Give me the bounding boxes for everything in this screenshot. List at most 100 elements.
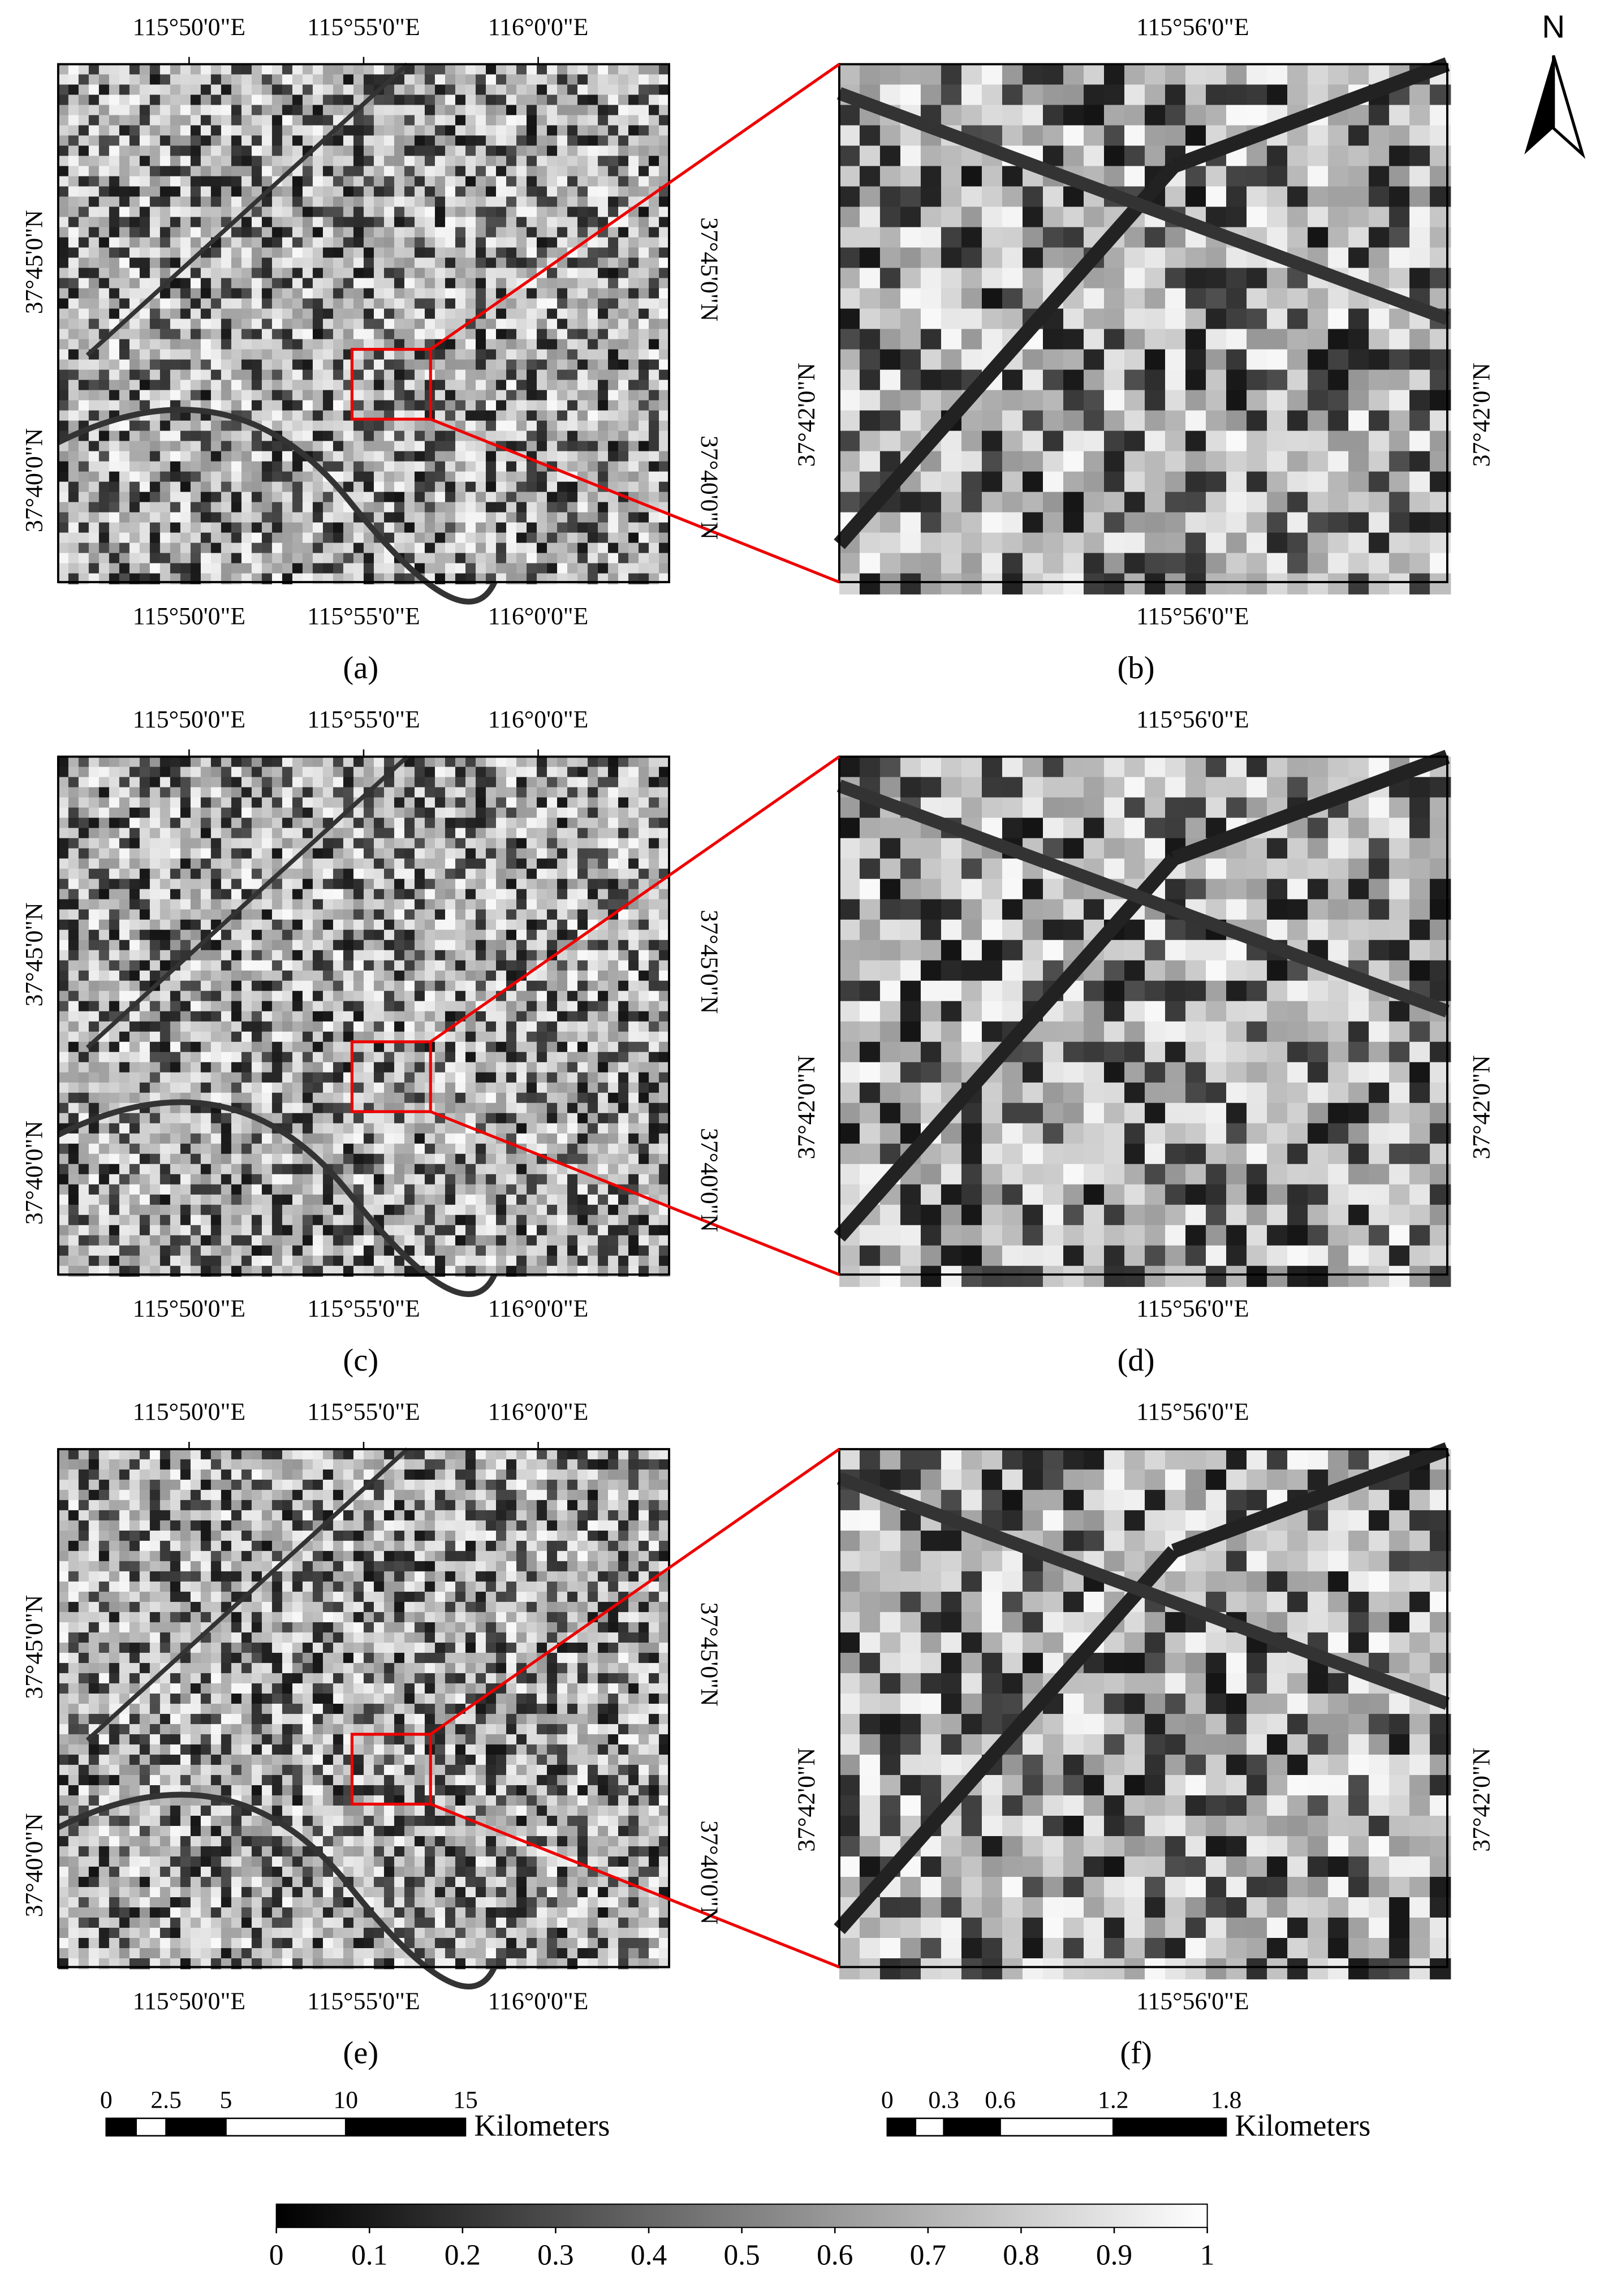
pixel-block (353, 349, 365, 360)
pixel-block (414, 899, 426, 911)
pixel-block (139, 451, 151, 462)
pixel-block (180, 359, 192, 371)
pixel-block (322, 919, 334, 931)
pixel-block (180, 838, 192, 849)
pixel-block (495, 369, 507, 381)
pixel-block (119, 430, 131, 442)
pixel-block (628, 777, 640, 788)
pixel-block (78, 441, 90, 452)
pixel-block (333, 237, 344, 248)
pixel-block (485, 756, 497, 768)
pixel-block (119, 492, 131, 503)
pixel-block (129, 492, 141, 503)
pixel-block (251, 329, 263, 340)
pixel-block (547, 451, 558, 462)
pixel-block (98, 115, 110, 126)
pixel-block (180, 878, 192, 890)
pixel-block (618, 349, 629, 360)
pixel-block (547, 492, 558, 503)
pixel-block (200, 797, 212, 808)
pixel-block (879, 308, 902, 330)
pixel-block (88, 471, 100, 483)
pixel-block (241, 247, 253, 259)
pixel-block (434, 369, 446, 381)
pixel-block (434, 94, 446, 106)
pixel-block (475, 522, 487, 533)
pixel-block (465, 329, 477, 340)
pixel-block (537, 787, 548, 798)
pixel-block (149, 64, 161, 75)
pixel-block (879, 390, 902, 411)
pixel-block (282, 206, 294, 218)
pixel-block (567, 461, 579, 472)
pixel-block (1124, 390, 1146, 411)
pixel-block (149, 797, 161, 808)
pixel-block (839, 492, 861, 513)
pixel-block (475, 532, 487, 544)
pixel-block (383, 257, 395, 269)
pixel-block (373, 257, 385, 269)
pixel-block (1145, 369, 1166, 391)
pixel-block (200, 390, 212, 401)
pixel-block (190, 390, 202, 401)
pixel-block (557, 400, 568, 411)
pixel-block (159, 542, 171, 554)
pixel-block (139, 227, 151, 238)
pixel-block (1063, 532, 1085, 554)
pixel-block (900, 206, 922, 228)
pixel-block (1247, 410, 1268, 432)
pixel-block (88, 542, 100, 554)
pixel-block (221, 186, 232, 197)
pixel-block (353, 492, 365, 503)
pixel-block (588, 451, 599, 462)
pixel-block (577, 868, 589, 880)
pixel-block (577, 512, 589, 523)
pixel-block (271, 257, 283, 269)
pixel-block (1389, 573, 1411, 595)
pixel-block (129, 858, 141, 869)
pixel-block (1063, 105, 1085, 126)
pixel-block (588, 308, 599, 320)
pixel-block (241, 787, 253, 798)
pixel-block (1348, 186, 1370, 208)
pixel-block (506, 206, 517, 218)
pixel-block (292, 186, 304, 197)
pixel-block (119, 217, 131, 228)
pixel-block (1389, 512, 1411, 533)
pixel-block (78, 217, 90, 228)
pixel-block (282, 817, 294, 829)
pixel-block (312, 339, 324, 350)
pixel-block (261, 909, 273, 921)
pixel-block (1022, 553, 1044, 574)
pixel-block (557, 909, 568, 921)
pixel-block (373, 848, 385, 859)
pixel-block (495, 471, 507, 483)
pixel-block (839, 553, 861, 574)
pixel-block (900, 64, 922, 85)
pixel-block (221, 878, 232, 890)
pixel-block (292, 247, 304, 259)
pixel-block (210, 838, 222, 849)
pixel-block (363, 84, 375, 96)
pixel-block (628, 817, 640, 829)
pixel-block (649, 400, 660, 411)
pixel-block (282, 186, 294, 197)
pixel-block (1328, 247, 1349, 269)
pixel-block (353, 400, 365, 411)
pixel-block (1002, 186, 1024, 208)
pixel-block (394, 868, 406, 880)
pixel-block (659, 410, 670, 421)
pixel-block (618, 878, 629, 890)
pixel-block (312, 94, 324, 106)
pixel-block (190, 227, 202, 238)
pixel-block (190, 481, 202, 493)
pixel-block (88, 64, 100, 75)
pixel-block (180, 919, 192, 931)
pixel-block (516, 542, 528, 554)
pixel-block (271, 186, 283, 197)
pixel-block (1267, 369, 1288, 391)
pixel-block (221, 451, 232, 462)
pixel-block (180, 166, 192, 177)
pixel-block (394, 318, 406, 330)
pixel-block (119, 553, 131, 564)
